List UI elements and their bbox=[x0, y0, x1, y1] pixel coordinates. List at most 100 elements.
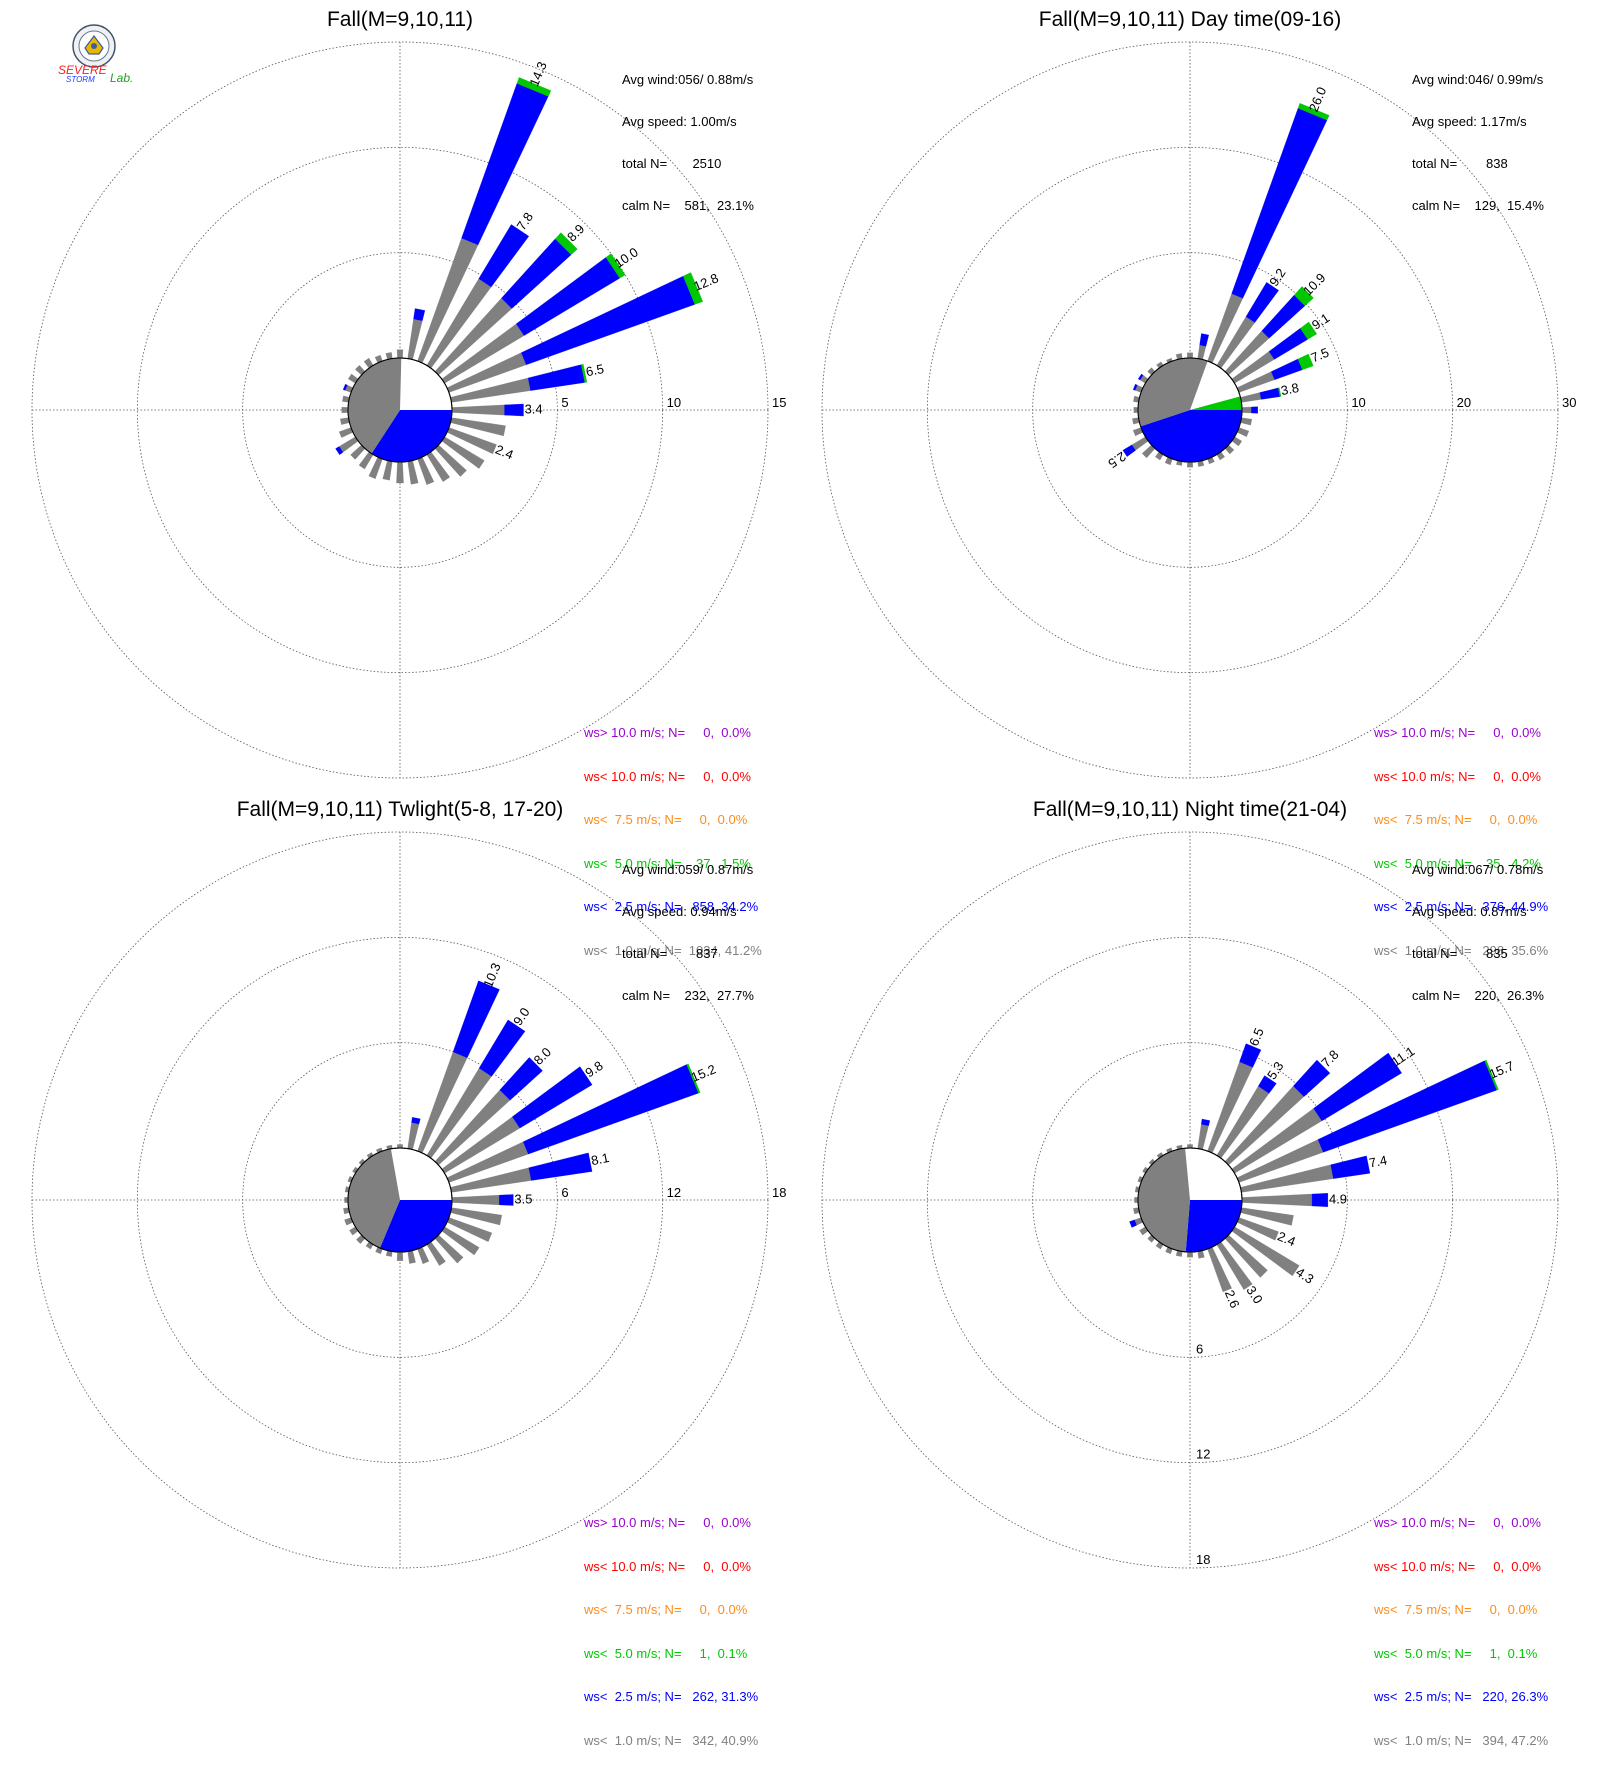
sector-bar-15 bbox=[396, 1251, 404, 1261]
sector-bar-4 bbox=[1231, 1052, 1402, 1174]
sector-segment-gray bbox=[1240, 1164, 1334, 1193]
ring-tick-label-0: 10 bbox=[1351, 395, 1365, 410]
sector-label-10: 2.6 bbox=[1222, 1288, 1243, 1310]
sector-bar-5 bbox=[1236, 1059, 1499, 1183]
sector-bar-14 bbox=[407, 1250, 416, 1264]
stats-block: Avg wind:056/ 0.88m/s Avg speed: 1.00m/s… bbox=[622, 45, 754, 241]
legend-ws-gt-10: ws> 10.0 m/s; N= 0, 0.0% bbox=[1374, 725, 1541, 740]
sector-label-5: 7.4 bbox=[1368, 1152, 1389, 1170]
legend-ws-lt-5: ws< 5.0 m/s; N= 1, 0.1% bbox=[1374, 1645, 1538, 1661]
sector-bar-4 bbox=[441, 1066, 593, 1174]
calm-slice-gray bbox=[1138, 358, 1208, 427]
sector-bar-23 bbox=[1133, 407, 1139, 413]
sector-bar-1 bbox=[1207, 1043, 1262, 1154]
legend-ws-lt-10: ws< 10.0 m/s; N= 0, 0.0% bbox=[1374, 1558, 1541, 1574]
ring-tick-label-0: 5 bbox=[561, 395, 568, 410]
stat-avg-wind: Avg wind:046/ 0.99m/s bbox=[1412, 72, 1544, 87]
sector-bar-8 bbox=[1240, 417, 1253, 426]
sector-segment-gray bbox=[340, 417, 350, 425]
sector-label-6: 3.5 bbox=[514, 1191, 532, 1206]
sector-bar-1 bbox=[417, 77, 552, 364]
stats-block: Avg wind:059/ 0.87m/s Avg speed: 0.94m/s… bbox=[622, 835, 754, 1031]
sector-bar-31 bbox=[396, 349, 404, 359]
sector-bar-23 bbox=[341, 406, 349, 414]
logo-text-storm: STORM bbox=[66, 75, 95, 84]
legend-ws-lt-1: ws< 1.0 m/s; N= 298, 35.6% bbox=[1374, 942, 1549, 958]
sector-bar-4 bbox=[441, 253, 626, 384]
stat-calm-n: calm N= 232, 27.7% bbox=[622, 988, 754, 1003]
sector-label-0: 6.5 bbox=[1246, 1026, 1267, 1048]
calm-circle bbox=[1137, 357, 1243, 463]
sector-segment-blue bbox=[413, 308, 426, 321]
sector-bar-5 bbox=[1236, 353, 1314, 393]
sector-label-7: 2.4 bbox=[1275, 1228, 1297, 1249]
stat-total-n: total N= 835 bbox=[1412, 946, 1508, 961]
sector-segment-blue bbox=[527, 364, 585, 391]
sector-segment-gray bbox=[1133, 407, 1139, 413]
sector-segment-blue bbox=[1313, 1052, 1402, 1122]
sector-segment-blue bbox=[512, 1066, 593, 1129]
sector-label-0: 10.3 bbox=[480, 961, 504, 990]
sector-bar-2 bbox=[1216, 1075, 1277, 1159]
sector-bar-2 bbox=[426, 1019, 526, 1159]
legend-ws-lt-7-5: ws< 7.5 m/s; N= 0, 0.0% bbox=[584, 812, 748, 827]
stat-avg-wind: Avg wind:056/ 0.88m/s bbox=[622, 72, 754, 87]
sector-bar-14 bbox=[407, 460, 419, 485]
calm-slice-gray bbox=[348, 1148, 400, 1248]
speed-legend: ws> 10.0 m/s; N= 0, 0.0% ws< 10.0 m/s; N… bbox=[1374, 697, 1548, 987]
speed-legend: ws> 10.0 m/s; N= 0, 0.0% ws< 10.0 m/s; N… bbox=[584, 697, 762, 987]
sector-segment-blue bbox=[1201, 1118, 1211, 1126]
ring-tick-label-0: 6 bbox=[1196, 1341, 1203, 1356]
calm-slice-green bbox=[1190, 396, 1242, 410]
panel-title: Fall(M=9,10,11) bbox=[326, 8, 474, 31]
sector-bar-25 bbox=[342, 383, 354, 393]
stat-calm-n: calm N= 581, 23.1% bbox=[622, 198, 754, 213]
panel-title: Fall(M=9,10,11) Night time(21-04) bbox=[1032, 798, 1348, 821]
ring-tick-label-2: 18 bbox=[772, 1185, 786, 1200]
sector-segment-gray bbox=[1241, 406, 1252, 414]
sector-segment-gray bbox=[407, 1122, 420, 1150]
sector-segment-gray bbox=[396, 1251, 404, 1261]
sector-bar-15 bbox=[396, 461, 404, 484]
ring-tick-label-2: 30 bbox=[1562, 395, 1576, 410]
sector-bar-18 bbox=[358, 451, 374, 470]
sector-segment-blue bbox=[1137, 373, 1144, 381]
sector-segment-blue bbox=[452, 980, 500, 1058]
sector-bar-6 bbox=[450, 1152, 593, 1193]
sector-segment-blue bbox=[1239, 1043, 1262, 1068]
sector-bar-16 bbox=[382, 460, 393, 481]
calm-circle bbox=[1137, 1147, 1243, 1253]
stat-total-n: total N= 2510 bbox=[622, 156, 722, 171]
calm-slice-blue bbox=[1140, 410, 1242, 463]
legend-ws-lt-5: ws< 5.0 m/s; N= 1, 0.1% bbox=[584, 1645, 748, 1661]
sector-bar-7 bbox=[1241, 1193, 1329, 1207]
sector-segment-blue bbox=[1122, 444, 1136, 457]
legend-ws-lt-7-5: ws< 7.5 m/s; N= 0, 0.0% bbox=[1374, 1602, 1538, 1617]
wind-rose-panel-fall-all: 5 10 15 14.3 7.8 8.9 10.0 12.8 6.5 3.4 2.4 Fall(M=… bbox=[0, 0, 800, 957]
sector-segment-gray bbox=[1197, 344, 1207, 360]
sector-label-0: 14.3 bbox=[526, 59, 550, 88]
speed-legend: ws> 10.0 m/s; N= 0, 0.0% ws< 10.0 m/s; N… bbox=[584, 1487, 758, 1777]
ring-tick-label-1: 10 bbox=[667, 395, 681, 410]
ring-tick-label-1: 20 bbox=[1457, 395, 1471, 410]
sector-segment-blue bbox=[342, 383, 348, 391]
sector-bar-3 bbox=[1224, 286, 1314, 376]
sector-label-5: 6.5 bbox=[585, 361, 606, 379]
logo-text-severe: SEVERE bbox=[58, 63, 108, 77]
legend-ws-lt-2-5: ws< 2.5 m/s; N= 376, 44.9% bbox=[1374, 899, 1549, 914]
calm-circle bbox=[347, 357, 453, 463]
calm-circle-outline bbox=[1137, 357, 1243, 463]
wind-rose-panel-night-time: 6 12 18 6.5 5.3 7.8 11.1 15.7 7.4 4.9 2.4 4.3 3.0 2.6… bbox=[790, 790, 1590, 1747]
sector-segment-green bbox=[581, 363, 588, 383]
stats-block: Avg wind:046/ 0.99m/s Avg speed: 1.17m/s… bbox=[1412, 45, 1544, 241]
sector-segment-green bbox=[605, 253, 626, 279]
sector-bar-5 bbox=[446, 272, 704, 393]
sector-segment-gray bbox=[382, 460, 393, 481]
stat-avg-wind: Avg wind:059/ 0.87m/s bbox=[622, 862, 754, 877]
sector-bar-0 bbox=[407, 308, 426, 360]
sector-segment-green bbox=[1300, 321, 1318, 340]
sector-bar-7 bbox=[451, 1194, 514, 1206]
